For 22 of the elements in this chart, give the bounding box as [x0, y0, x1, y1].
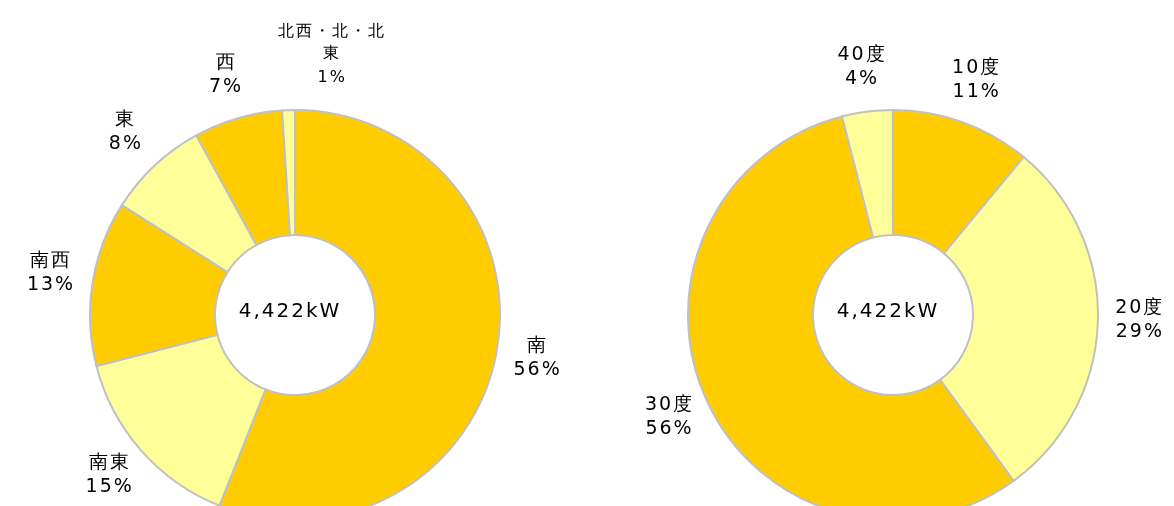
data-label: 15% [85, 474, 134, 497]
slice-label: 南 [527, 333, 549, 356]
slice-label: 30度 [644, 392, 695, 415]
data-label: 7% [209, 73, 244, 96]
slice-label: 東 [115, 106, 137, 129]
slice-label: 南西 [30, 248, 73, 271]
data-label: 13% [26, 272, 76, 295]
data-label: 56% [513, 357, 562, 380]
text: 4,422kW [835, 297, 941, 324]
slice-label: 南東 [88, 450, 131, 473]
slice-label: 20度 [1115, 294, 1165, 317]
slice-label: 西 [215, 49, 237, 72]
text: 4,422kW [237, 297, 343, 324]
data-label: 56% [645, 416, 694, 439]
data-label: 8% [108, 130, 143, 153]
data-label: 4% [844, 65, 880, 88]
data-label: 29% [1115, 318, 1164, 341]
slice-label: 北西・北・北東 [278, 21, 387, 63]
slice-label: 40度 [837, 41, 887, 64]
data-label: 11% [952, 78, 1001, 101]
data-label: 1% [317, 67, 347, 87]
slice-label: 10度 [952, 54, 1002, 77]
